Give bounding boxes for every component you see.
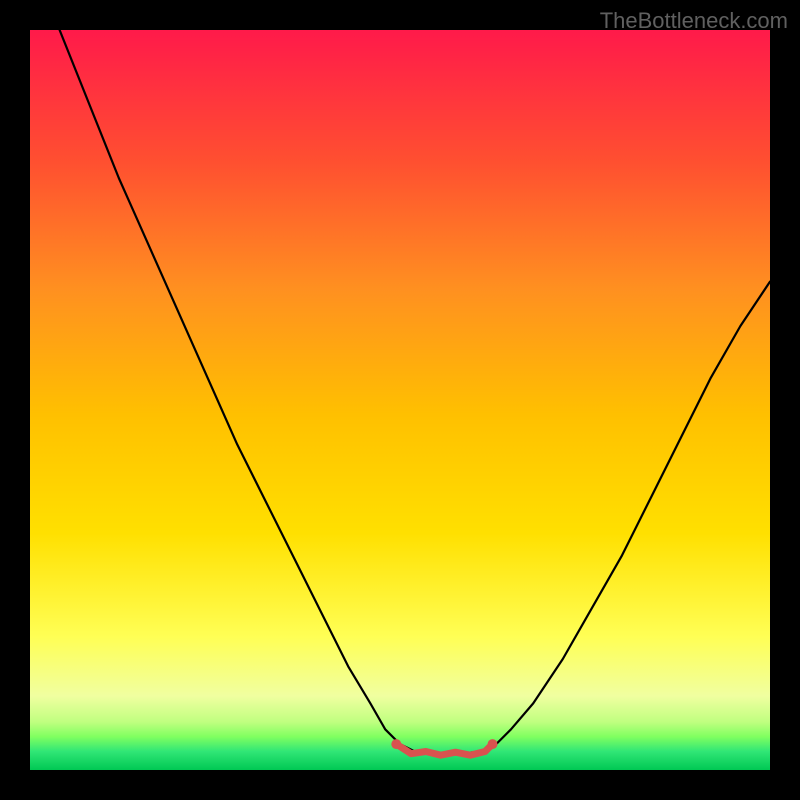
optimal-range-end-dot [488, 739, 498, 749]
chart-background [30, 30, 770, 770]
bottleneck-chart [30, 30, 770, 770]
chart-svg [30, 30, 770, 770]
optimal-range-start-dot [391, 739, 401, 749]
watermark-text: TheBottleneck.com [600, 8, 788, 34]
